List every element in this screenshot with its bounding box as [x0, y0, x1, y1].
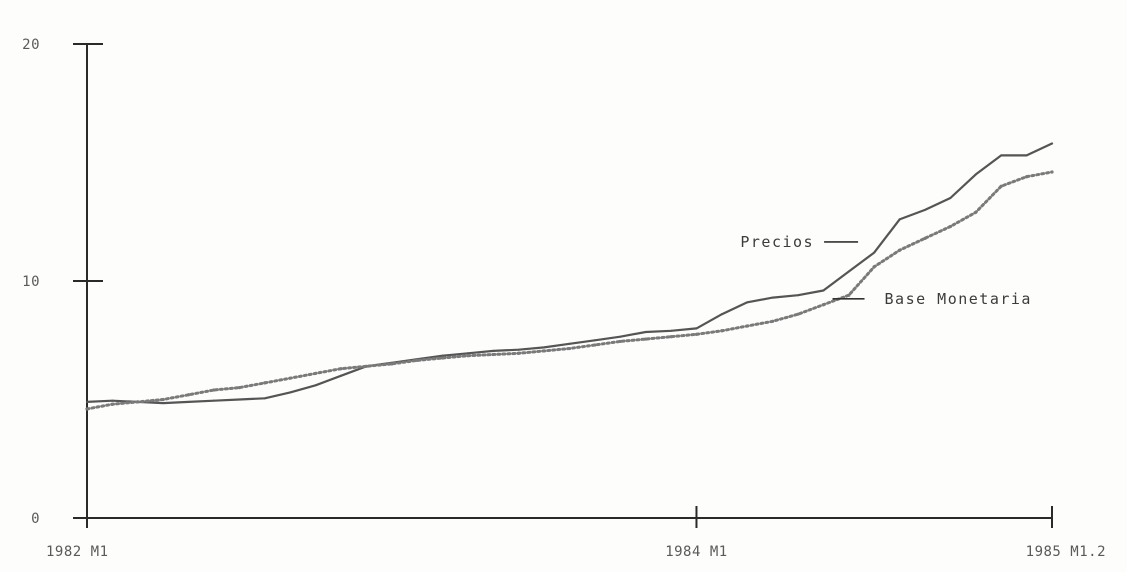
data-point-base-monetaria	[898, 248, 902, 252]
data-point-base-monetaria	[186, 393, 191, 397]
series-line-precios	[85, 142, 1054, 405]
data-point-precios	[314, 384, 317, 387]
data-point-base-monetaria	[415, 358, 419, 362]
data-point-base-monetaria	[339, 367, 343, 371]
data-point-precios	[212, 399, 215, 402]
data-point-base-monetaria	[364, 364, 368, 368]
data-point-precios	[1051, 142, 1053, 145]
data-point-precios	[568, 342, 571, 345]
data-point-base-monetaria	[136, 400, 140, 404]
data-point-base-monetaria	[999, 184, 1003, 188]
x-tick-label: 1982 M1	[46, 544, 109, 560]
data-point-precios	[1000, 154, 1003, 157]
data-point-precios	[949, 197, 952, 200]
data-point-base-monetaria	[440, 356, 445, 360]
data-point-precios	[746, 301, 749, 304]
data-point-precios	[1025, 154, 1028, 157]
data-point-precios	[974, 173, 977, 176]
data-point-precios	[720, 313, 723, 316]
data-point-precios	[822, 289, 825, 292]
x-tick-label: 1985 M1.2	[1026, 544, 1106, 560]
data-point-precios	[670, 329, 673, 332]
data-point-base-monetaria	[1050, 170, 1054, 174]
data-point-base-monetaria	[745, 324, 749, 328]
data-point-precios	[898, 218, 901, 221]
data-point-base-monetaria	[948, 224, 953, 229]
axes	[75, 44, 1052, 526]
data-point-base-monetaria	[110, 402, 114, 406]
data-point-precios	[797, 294, 800, 297]
data-point-precios	[873, 251, 876, 254]
data-point-base-monetaria	[288, 376, 292, 380]
data-point-precios	[238, 398, 241, 401]
data-point-base-monetaria	[974, 210, 978, 214]
data-point-precios	[847, 270, 850, 273]
data-point-base-monetaria	[694, 332, 699, 336]
data-point-precios	[289, 391, 292, 394]
data-point-precios	[263, 397, 266, 400]
x-ticks: 1982 M1 1984 M1 1985 M1.2	[46, 506, 1106, 560]
data-point-base-monetaria	[517, 351, 521, 355]
y-tick-label: 0	[31, 511, 40, 527]
data-point-base-monetaria	[390, 362, 394, 366]
data-point-base-monetaria	[313, 371, 318, 376]
data-point-base-monetaria	[821, 303, 826, 307]
data-point-precios	[695, 327, 698, 330]
data-point-base-monetaria	[796, 312, 800, 316]
data-point-base-monetaria	[872, 265, 876, 269]
annotation-label: Base Monetaria	[885, 290, 1032, 308]
data-point-precios	[771, 296, 774, 299]
data-point-base-monetaria	[542, 349, 546, 353]
data-point-precios	[339, 374, 342, 377]
data-point-base-monetaria	[466, 354, 470, 358]
data-point-base-monetaria	[237, 386, 241, 390]
data-point-base-monetaria	[263, 381, 267, 385]
data-point-base-monetaria	[618, 339, 622, 344]
data-point-base-monetaria	[567, 346, 572, 351]
data-point-precios	[187, 400, 190, 403]
data-point-precios	[543, 346, 546, 349]
data-point-precios	[492, 349, 495, 352]
data-point-base-monetaria	[212, 388, 216, 392]
data-point-base-monetaria	[720, 329, 724, 333]
data-point-precios	[619, 335, 622, 338]
data-point-base-monetaria	[923, 236, 927, 240]
data-point-precios	[593, 339, 596, 342]
y-ticks: 0 10 20	[22, 37, 103, 527]
annotation-layer: Precios Base Monetaria	[740, 233, 1032, 308]
data-point-precios	[441, 354, 444, 357]
data-point-precios	[924, 208, 927, 211]
data-point-base-monetaria	[771, 319, 775, 323]
y-tick-label: 20	[22, 37, 40, 53]
data-point-base-monetaria	[1025, 175, 1029, 179]
data-point-base-monetaria	[669, 335, 673, 339]
data-point-base-monetaria	[161, 397, 165, 402]
data-point-base-monetaria	[491, 352, 495, 357]
data-point-precios	[517, 348, 520, 351]
data-point-precios	[162, 402, 165, 405]
data-point-base-monetaria	[593, 343, 597, 347]
data-point-precios	[466, 352, 469, 355]
series-layer	[85, 142, 1054, 411]
y-tick-label: 10	[22, 274, 40, 290]
data-point-precios	[86, 400, 88, 403]
data-point-base-monetaria	[644, 337, 648, 341]
data-point-precios	[644, 330, 647, 333]
x-tick-label: 1984 M1	[665, 544, 728, 560]
data-point-base-monetaria	[85, 407, 89, 411]
data-point-precios	[111, 399, 114, 402]
data-point-base-monetaria	[847, 293, 851, 297]
annotation-label: Precios	[740, 233, 814, 251]
